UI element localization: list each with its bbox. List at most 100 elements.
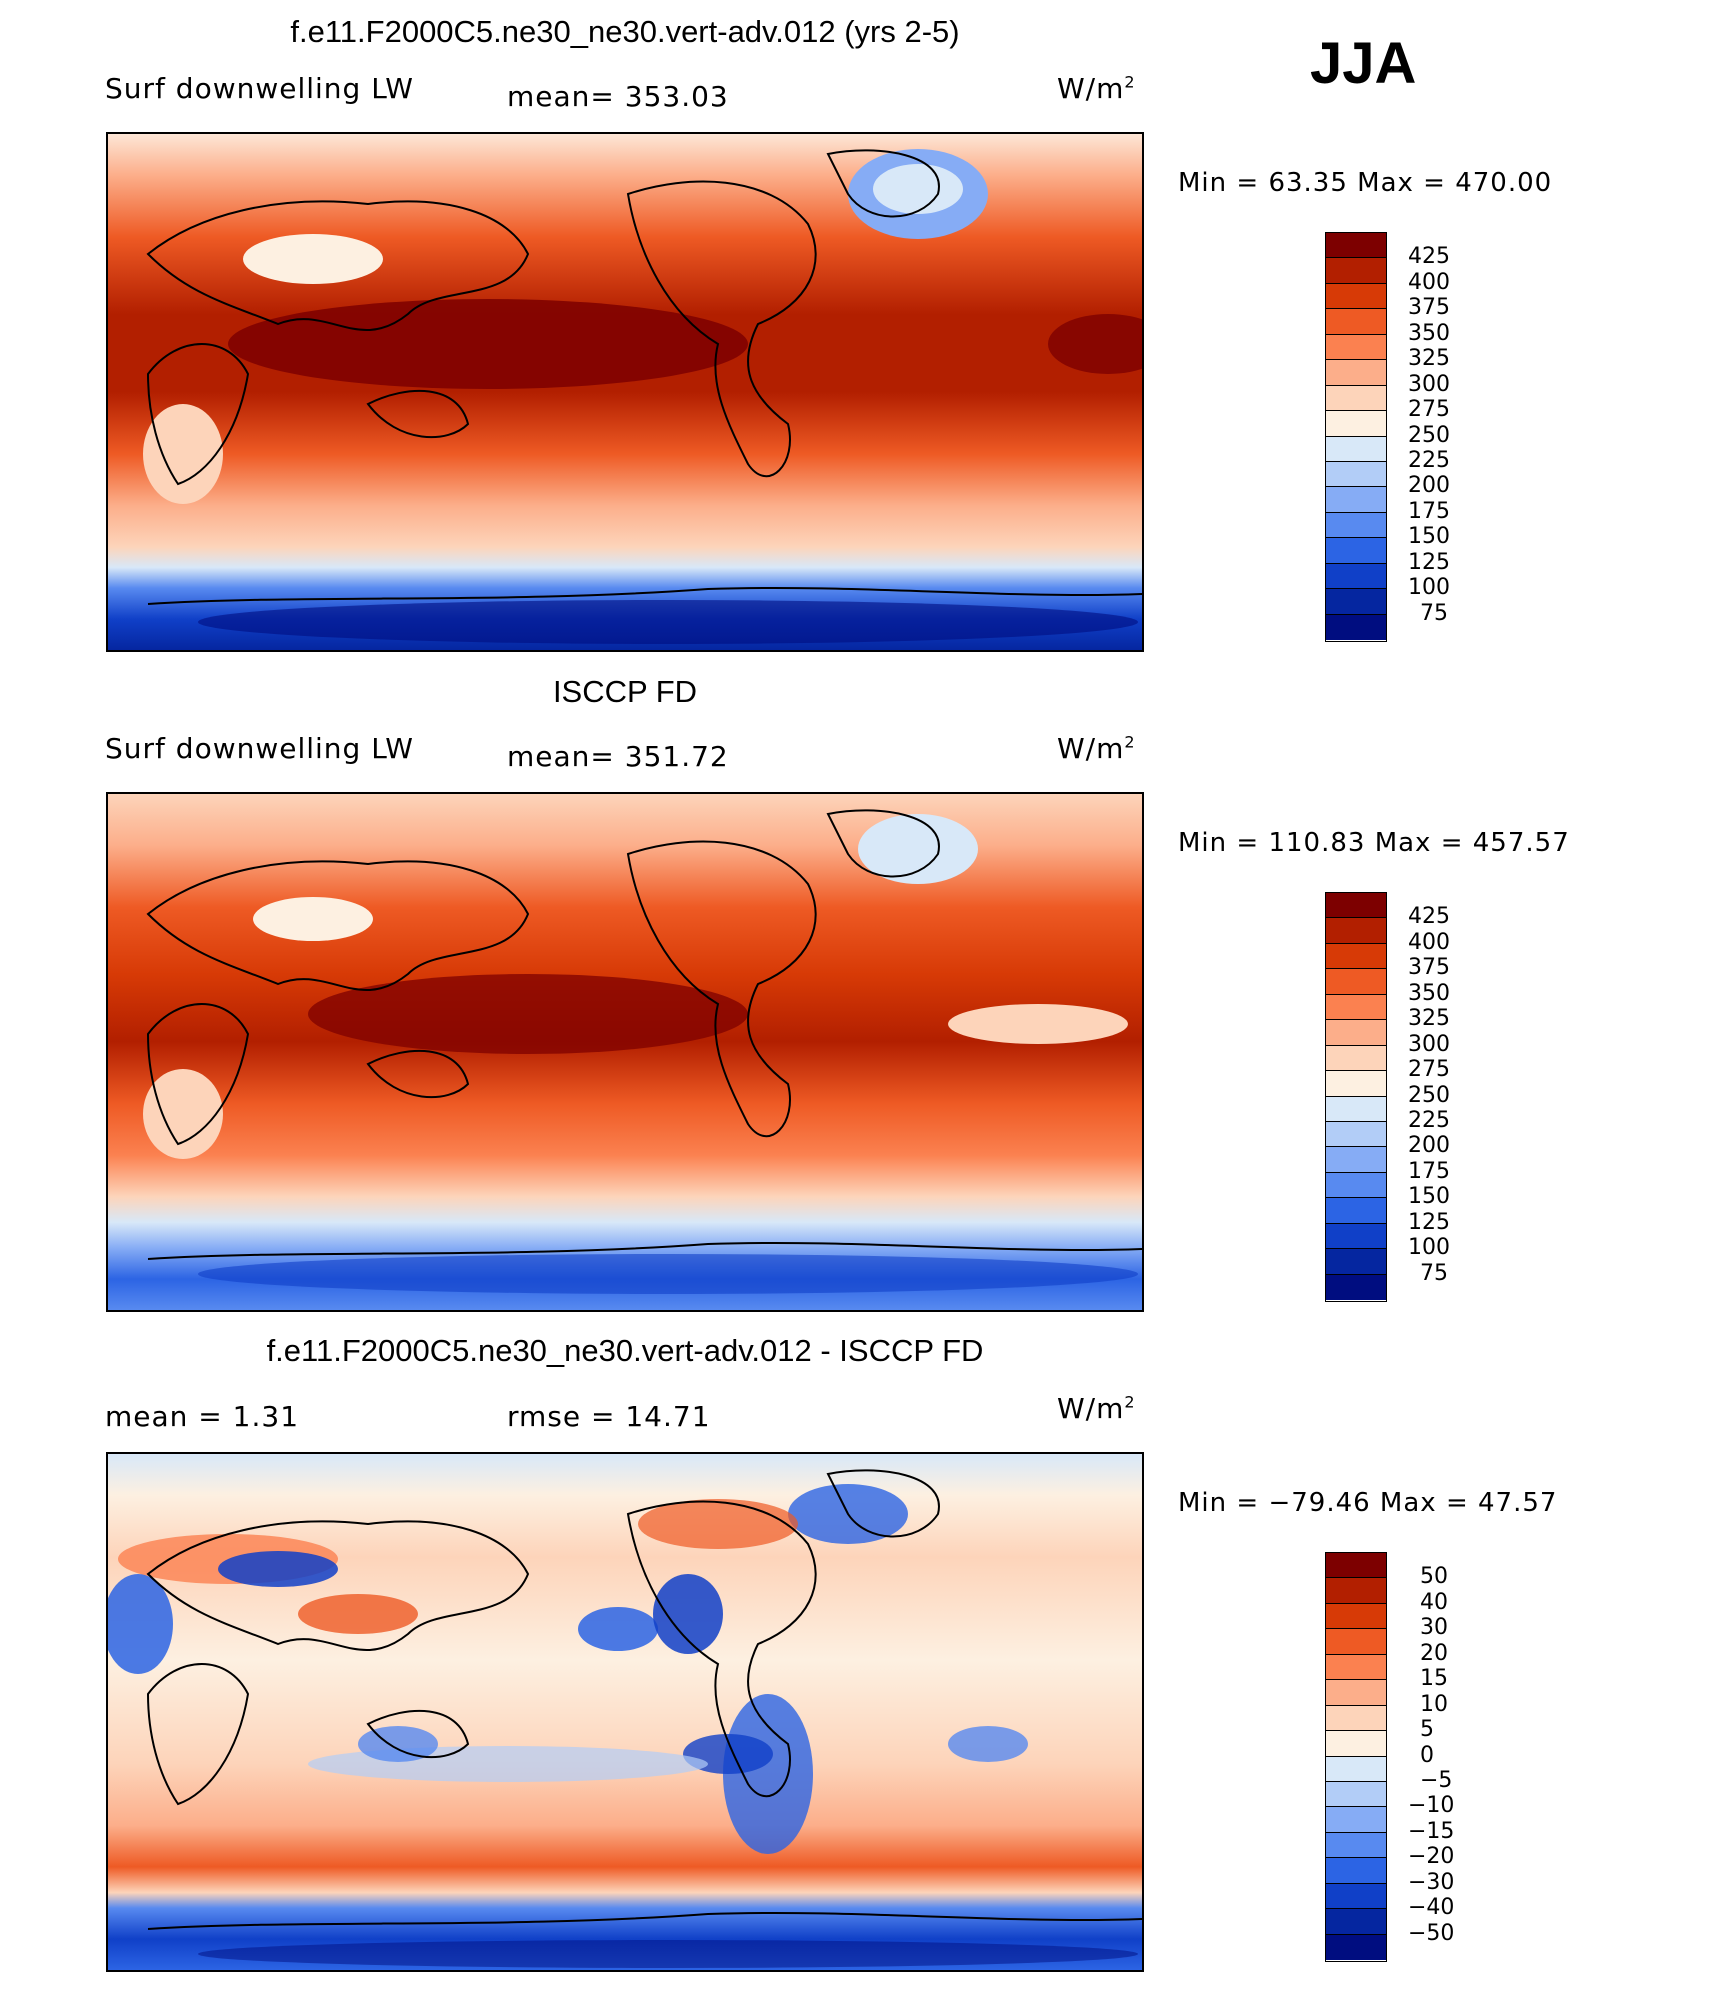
panel-3-title: f.e11.F2000C5.ne30_ne30.vert-adv.012 - I… [266, 1333, 984, 1368]
colorbar-tick-label: 10 [1420, 1691, 1448, 1717]
colorbar-tick-label: 75 [1420, 600, 1448, 626]
colorbar-swatch [1326, 943, 1386, 970]
panel-1-mean-label: mean= 353.03 [507, 80, 729, 113]
colorbar-swatch [1326, 1071, 1386, 1097]
colorbar-tick-label: 30 [1420, 1615, 1448, 1641]
colorbar-swatch [1326, 1553, 1386, 1579]
colorbar-tick-label: −40 [1408, 1895, 1455, 1921]
colorbar-swatch [1326, 512, 1386, 539]
colorbar-swatch [1326, 1603, 1386, 1630]
colorbar-swatch [1326, 1934, 1386, 1960]
colorbar-tick-label: 100 [1408, 575, 1450, 601]
colorbar-tick-label: 275 [1408, 1057, 1450, 1083]
colorbar-swatch [1326, 1020, 1386, 1046]
colorbar-tick-label: 350 [1408, 320, 1450, 346]
colorbar-swatch [1326, 411, 1386, 437]
panel-2-variable-label: Surf downwelling LW [105, 732, 414, 765]
colorbar-tick-label: −15 [1408, 1818, 1455, 1844]
colorbar-swatch [1326, 1731, 1386, 1757]
colorbar-swatch [1326, 1249, 1386, 1275]
colorbar-swatch [1326, 563, 1386, 590]
colorbar-swatch [1326, 893, 1386, 919]
colorbar-tick-label: 400 [1408, 929, 1450, 955]
colorbar-swatch [1326, 1629, 1386, 1655]
colorbar-swatch [1326, 614, 1386, 640]
colorbar-swatch [1326, 487, 1386, 513]
colorbar-swatch [1326, 589, 1386, 615]
colorbar-tick-label: 400 [1408, 269, 1450, 295]
panel-2-minmax: Min = 110.83 Max = 457.57 [1178, 828, 1570, 858]
colorbar-tick-label: 20 [1420, 1640, 1448, 1666]
colorbar-tick-label: −10 [1408, 1793, 1455, 1819]
colorbar-swatch [1326, 360, 1386, 386]
colorbar-tick-label: 175 [1408, 1158, 1450, 1184]
colorbar-tick-label: 425 [1408, 904, 1450, 930]
panel-3-minmax: Min = −79.46 Max = 47.57 [1178, 1488, 1558, 1518]
colorbar-swatch [1326, 334, 1386, 361]
colorbar-swatch [1326, 1858, 1386, 1884]
panel-2-map-field [108, 794, 1142, 1310]
colorbar-swatch [1326, 1223, 1386, 1250]
colorbar-swatch [1326, 1756, 1386, 1782]
colorbar-tick-label: −50 [1408, 1920, 1455, 1946]
panel-2-unit-label: W/m2 [1057, 732, 1136, 765]
panel-2-title: ISCCP FD [552, 674, 698, 709]
colorbar-tick-label: 150 [1408, 524, 1450, 550]
panel-3-unit-label: W/m2 [1057, 1392, 1136, 1425]
colorbar-tick-label: 375 [1408, 295, 1450, 321]
panel-2-colorbar [1325, 892, 1387, 1302]
colorbar-swatch [1326, 1172, 1386, 1199]
colorbar-swatch [1326, 918, 1386, 944]
panel-3-mean-label: mean = 1.31 [105, 1400, 300, 1433]
colorbar-tick-label: 5 [1420, 1717, 1434, 1743]
colorbar-tick-label: 150 [1408, 1184, 1450, 1210]
colorbar-swatch [1326, 1578, 1386, 1604]
colorbar-tick-label: 300 [1408, 1031, 1450, 1057]
colorbar-swatch [1326, 258, 1386, 284]
panel-1-map-field [108, 134, 1142, 650]
colorbar-swatch [1326, 1807, 1386, 1833]
panel-1-minmax: Min = 63.35 Max = 470.00 [1178, 168, 1553, 198]
colorbar-swatch [1326, 538, 1386, 564]
colorbar-swatch [1326, 436, 1386, 462]
panel-3-colorbar [1325, 1552, 1387, 1962]
colorbar-tick-label: −30 [1408, 1869, 1455, 1895]
panel-3-map [106, 1452, 1144, 1972]
colorbar-tick-label: 375 [1408, 955, 1450, 981]
colorbar-tick-label: 250 [1408, 422, 1450, 448]
colorbar-tick-label: 75 [1420, 1260, 1448, 1286]
colorbar-swatch [1326, 1045, 1386, 1072]
colorbar-swatch [1326, 1147, 1386, 1173]
colorbar-tick-label: −20 [1408, 1844, 1455, 1870]
colorbar-swatch [1326, 1832, 1386, 1859]
colorbar-tick-label: −5 [1420, 1767, 1453, 1793]
panel-2-mean-label: mean= 351.72 [507, 740, 729, 773]
colorbar-swatch [1326, 1654, 1386, 1681]
colorbar-swatch [1326, 1680, 1386, 1706]
colorbar-tick-label: 325 [1408, 1006, 1450, 1032]
colorbar-tick-label: 200 [1408, 473, 1450, 499]
colorbar-tick-label: 425 [1408, 244, 1450, 270]
colorbar-tick-label: 125 [1408, 549, 1450, 575]
panel-1-unit-label: W/m2 [1057, 72, 1136, 105]
colorbar-tick-label: 50 [1420, 1564, 1448, 1590]
colorbar-tick-label: 300 [1408, 371, 1450, 397]
colorbar-swatch [1326, 1198, 1386, 1224]
colorbar-swatch [1326, 1705, 1386, 1732]
colorbar-tick-label: 350 [1408, 980, 1450, 1006]
colorbar-tick-label: 100 [1408, 1235, 1450, 1261]
colorbar-swatch [1326, 309, 1386, 335]
season-label: JJA [1310, 31, 1417, 96]
panel-1-variable-label: Surf downwelling LW [105, 72, 414, 105]
colorbar-swatch [1326, 969, 1386, 995]
panel-1-map [106, 132, 1144, 652]
colorbar-swatch [1326, 283, 1386, 310]
colorbar-tick-label: 40 [1420, 1589, 1448, 1615]
panel-2-map [106, 792, 1144, 1312]
colorbar-swatch [1326, 994, 1386, 1021]
colorbar-swatch [1326, 1274, 1386, 1300]
colorbar-tick-label: 200 [1408, 1133, 1450, 1159]
colorbar-swatch [1326, 1096, 1386, 1122]
colorbar-swatch [1326, 1121, 1386, 1148]
panel-3-map-field [108, 1454, 1142, 1970]
